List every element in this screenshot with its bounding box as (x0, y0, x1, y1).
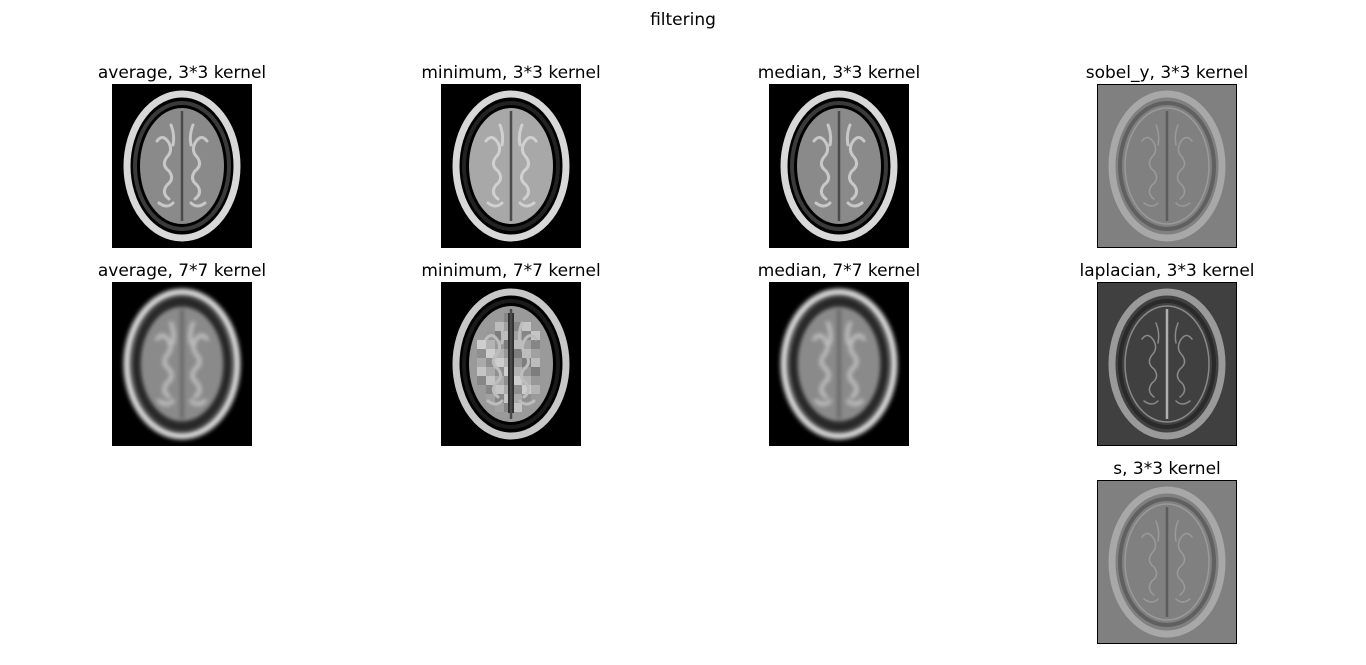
panel-title: minimum, 7*7 kernel (421, 261, 601, 281)
brain-mri-image (1097, 84, 1237, 248)
brain-mri-image (441, 282, 581, 446)
panel-median-7x7: median, 7*7 kernel (749, 261, 929, 446)
panel-minimum-7x7: minimum, 7*7 kernel (421, 261, 601, 446)
brain-slice-graphic (1098, 481, 1236, 643)
brain-slice-graphic (770, 283, 908, 445)
brain-mri-image (112, 84, 252, 248)
brain-slice-graphic (770, 85, 908, 247)
panel-average-3x3: average, 3*3 kernel (92, 63, 272, 248)
panel-median-3x3: median, 3*3 kernel (749, 63, 929, 248)
panel-title: average, 7*7 kernel (97, 261, 267, 281)
brain-slice-graphic (113, 283, 251, 445)
panel-title: s, 3*3 kernel (1113, 459, 1221, 479)
brain-slice-graphic (113, 85, 251, 247)
panel-title: laplacian, 3*3 kernel (1079, 261, 1255, 281)
figure-title: filtering (650, 10, 716, 30)
panel-laplacian-3x3: laplacian, 3*3 kernel (1077, 261, 1257, 446)
brain-mri-image (1097, 282, 1237, 446)
panel-title: sobel_y, 3*3 kernel (1085, 63, 1249, 83)
panel-title: median, 7*7 kernel (757, 261, 921, 281)
brain-slice-graphic (1098, 283, 1236, 445)
brain-mri-image (1097, 480, 1237, 644)
panel-title: minimum, 3*3 kernel (421, 63, 601, 83)
panel-minimum-3x3: minimum, 3*3 kernel (421, 63, 601, 248)
brain-slice-graphic (1098, 85, 1236, 247)
brain-slice-graphic (442, 283, 580, 445)
panel-title: median, 3*3 kernel (757, 63, 921, 83)
brain-slice-graphic (442, 85, 580, 247)
brain-mri-image (769, 282, 909, 446)
brain-mri-image (112, 282, 252, 446)
panel-sobel-y-3x3: sobel_y, 3*3 kernel (1077, 63, 1257, 248)
brain-mri-image (769, 84, 909, 248)
panel-title: average, 3*3 kernel (97, 63, 267, 83)
panel-average-7x7: average, 7*7 kernel (92, 261, 272, 446)
brain-mri-image (441, 84, 581, 248)
panel-s-3x3: s, 3*3 kernel (1077, 459, 1257, 644)
